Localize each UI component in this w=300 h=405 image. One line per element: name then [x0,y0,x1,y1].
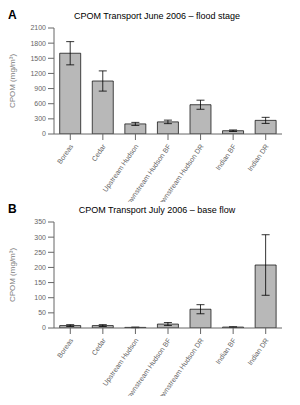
svg-text:300: 300 [34,115,46,122]
svg-text:CPOM (mg/m³): CPOM (mg/m³) [8,54,17,109]
svg-text:2100: 2100 [30,24,46,31]
svg-text:350: 350 [34,218,46,225]
svg-text:Upstream Hudson: Upstream Hudson [101,337,140,388]
svg-text:600: 600 [34,100,46,107]
svg-text:Downstream Hudson DR: Downstream Hudson DR [155,337,205,396]
html-text:CPOM Transport June 2006 – flo: CPOM Transport June 2006 – flood stage [73,11,240,21]
svg-text:Boreas: Boreas [56,142,75,165]
svg-text:Indian BF: Indian BF [214,337,237,366]
svg-text:Cedar: Cedar [90,336,107,356]
svg-text:100: 100 [34,294,46,301]
svg-text:1200: 1200 [30,70,46,77]
svg-text:900: 900 [34,85,46,92]
svg-text:Downstream Hudson DR: Downstream Hudson DR [155,143,205,202]
svg-text:200: 200 [34,264,46,271]
svg-text:Upstream Hudson: Upstream Hudson [101,143,140,194]
svg-text:Indian DR: Indian DR [246,143,270,173]
html-text:B: B [8,202,17,216]
html-text:CPOM Transport July 2006 – bas: CPOM Transport July 2006 – base flow [78,205,236,215]
svg-text:0: 0 [42,130,46,137]
html-text:A: A [8,8,17,22]
svg-text:300: 300 [34,234,46,241]
svg-text:150: 150 [34,279,46,286]
svg-text:Indian DR: Indian DR [246,337,270,367]
svg-text:1800: 1800 [30,40,46,47]
svg-text:50: 50 [38,309,46,316]
svg-text:250: 250 [34,249,46,256]
svg-text:Boreas: Boreas [56,336,75,359]
svg-text:CPOM (mg/m³): CPOM (mg/m³) [8,248,17,303]
svg-text:0: 0 [42,324,46,331]
svg-text:Cedar: Cedar [90,142,107,162]
svg-text:Indian BF: Indian BF [214,143,237,172]
svg-text:1500: 1500 [30,55,46,62]
